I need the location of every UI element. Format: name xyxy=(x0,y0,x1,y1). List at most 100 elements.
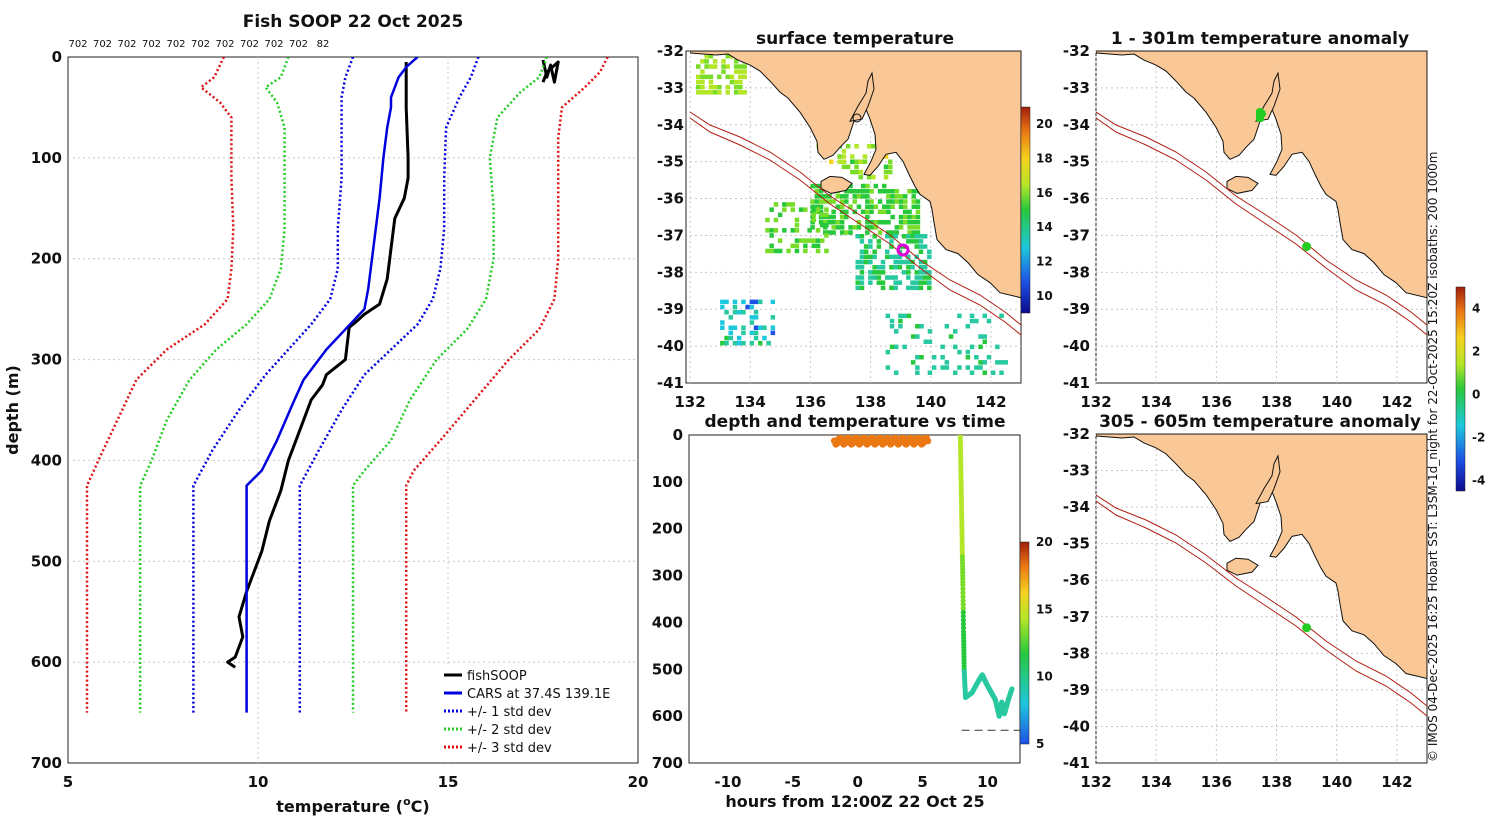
time-depth-colorbar-ticks: 5 10 15 20 xyxy=(1036,535,1053,751)
sst-pixel xyxy=(910,334,916,339)
sst-pixel xyxy=(872,270,877,275)
sst-pixel xyxy=(888,169,893,175)
sst-map-title: surface temperature xyxy=(756,29,954,49)
sst-pixel xyxy=(790,202,795,207)
sst-pixel xyxy=(742,74,747,80)
time-depth-xtick-label: -10 xyxy=(714,773,741,791)
sst-pixel xyxy=(708,64,714,69)
anomaly-shallow-xtick-label: 136 xyxy=(1201,393,1232,411)
legend-item-std1: +/- 1 std dev xyxy=(467,705,552,720)
anomaly-deep-ytick-label: -40 xyxy=(1063,717,1090,735)
profile-count-label: 702 xyxy=(289,39,308,50)
profile-count-label: 702 xyxy=(93,39,112,50)
sst-pixel xyxy=(753,335,759,341)
sst-pixel xyxy=(782,228,787,233)
anomaly-shallow-isobaths xyxy=(1096,111,1427,336)
sst-pixel xyxy=(762,325,767,330)
sst-pixel xyxy=(957,349,962,355)
sst-pixel xyxy=(848,225,853,230)
time-depth-descent-point xyxy=(960,586,966,592)
sst-pixel xyxy=(741,310,746,315)
sst-pixel xyxy=(862,159,868,164)
sst-pixel xyxy=(910,239,915,244)
sst-pixel xyxy=(845,144,851,149)
sst-pixel xyxy=(704,59,709,64)
sst-pixel xyxy=(794,217,800,223)
sst-pixel xyxy=(844,199,849,204)
sst-pixel xyxy=(850,154,855,159)
sst-pixel xyxy=(700,74,705,80)
sst-pixel xyxy=(876,280,882,285)
sst-pixel xyxy=(845,164,851,170)
sst-pixel xyxy=(850,159,855,164)
sst-pixel xyxy=(889,318,895,324)
anomaly-colorbar-tick-label: -2 xyxy=(1472,430,1485,444)
time-depth-descent-point xyxy=(960,601,966,608)
sst-pixel xyxy=(872,234,877,239)
sst-pixel xyxy=(859,234,865,239)
sst-pixel xyxy=(886,199,891,204)
sst-pixel xyxy=(848,204,853,209)
sst-ytick-label: -39 xyxy=(657,300,684,318)
sst-pixel xyxy=(897,280,903,285)
sst-pixel xyxy=(918,265,924,270)
sst-pixel xyxy=(831,209,836,215)
sst-pixel xyxy=(927,280,932,285)
sst-pixel xyxy=(978,365,983,370)
sst-pixel xyxy=(810,220,815,225)
anomaly-deep-ytick-label: -38 xyxy=(1063,644,1090,662)
sst-pixel xyxy=(927,249,932,254)
sst-pixel xyxy=(866,174,872,180)
anomaly-shallow-ytick-label: -34 xyxy=(1063,116,1090,134)
sst-pixel xyxy=(910,280,915,285)
sst-pixel xyxy=(886,204,891,209)
sst-pixel xyxy=(940,344,945,350)
sst-pixel xyxy=(831,220,836,225)
sst-pixel xyxy=(777,212,783,218)
sst-ytick-label: -33 xyxy=(657,79,684,97)
sst-pixel xyxy=(708,84,714,90)
sst-pixel xyxy=(965,324,971,329)
sst-pixel xyxy=(854,144,859,149)
sst-pixel xyxy=(969,313,975,319)
sst-pixel xyxy=(907,225,912,230)
sst-pixel xyxy=(742,69,747,74)
sst-colorbar-tick-label: 12 xyxy=(1036,255,1053,269)
sst-pixel xyxy=(885,349,891,355)
sst-pixel xyxy=(786,202,791,207)
sst-pixel xyxy=(700,79,705,85)
sst-pixel xyxy=(901,234,907,239)
sst-pixel xyxy=(815,238,821,243)
sst-pixel xyxy=(868,270,873,275)
sst-pixel xyxy=(844,230,849,235)
sst-pixel xyxy=(724,299,729,305)
sst-pixel xyxy=(741,299,746,305)
sst-pixel xyxy=(999,360,1004,365)
sst-pixel xyxy=(903,194,908,199)
sst-pixel xyxy=(852,199,857,204)
sst-pixel xyxy=(903,199,908,204)
anomaly-colorbar-ticks: -4 -2 0 2 4 xyxy=(1472,301,1485,487)
time-depth-ytick-label: 500 xyxy=(652,660,683,678)
anomaly-shallow-ytick-label: -38 xyxy=(1063,263,1090,281)
time-depth-ytick-label: 300 xyxy=(652,567,683,585)
sst-pixel xyxy=(848,183,853,189)
sst-pixel xyxy=(859,270,865,275)
sst-pixel xyxy=(765,248,770,254)
sst-pixel xyxy=(898,204,904,209)
sst-pixel xyxy=(720,304,725,310)
sst-pixel xyxy=(790,243,795,249)
sst-pixel xyxy=(907,220,912,225)
sst-pixel xyxy=(839,225,845,230)
sst-pixel xyxy=(876,275,882,280)
sst-pixel xyxy=(906,285,911,291)
sst-pixel xyxy=(749,299,755,305)
sst-pixel xyxy=(915,230,921,235)
sst-pixel xyxy=(927,370,933,375)
time-depth-descent-point xyxy=(960,582,966,588)
profile-ylabel: depth (m) xyxy=(3,365,22,455)
sst-pixel xyxy=(769,248,774,254)
sst-pixel xyxy=(915,209,921,215)
sst-pixel xyxy=(794,243,800,249)
sst-ytick-label: -37 xyxy=(657,226,684,244)
